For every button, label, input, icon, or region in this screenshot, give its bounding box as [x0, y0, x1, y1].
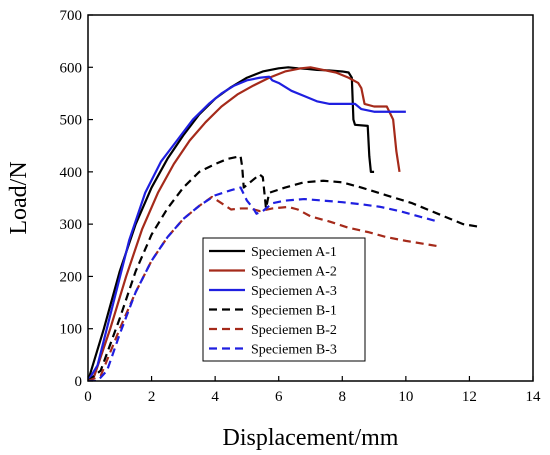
series-layer: [88, 66, 480, 381]
y-tick-label: 400: [60, 165, 83, 181]
series-line-1: [88, 66, 375, 381]
y-tick-label: 500: [60, 113, 83, 129]
series-line-3: [88, 75, 406, 381]
x-tick-label: 2: [148, 389, 156, 405]
legend-box: [202, 237, 366, 362]
y-tick-label: 300: [60, 217, 83, 233]
legend-label-5: Speciemen B-2: [251, 323, 337, 338]
x-tick-label: 0: [84, 389, 92, 405]
series-line-4: [88, 155, 480, 381]
y-tick-label: 0: [75, 374, 83, 390]
legend-label-3: Speciemen A-3: [251, 284, 337, 299]
x-tick-label: 12: [462, 389, 477, 405]
series-line-5: [88, 195, 438, 381]
x-tick-label: 8: [339, 389, 347, 405]
y-tick-label: 700: [60, 8, 83, 24]
x-tick-label: 6: [275, 389, 283, 405]
legend-label-1: Speciemen A-1: [251, 245, 337, 260]
series-line-2: [88, 66, 401, 381]
y-tick-label: 200: [60, 269, 83, 285]
x-tick-label: 14: [526, 389, 542, 405]
ticks-layer: 0 2 4 6 8 10 12 14 0 100 200 300 400 500 600 700: [60, 8, 542, 405]
legend-label-4: Speciemen B-1: [251, 304, 337, 319]
x-axis-title: Displacement/mm: [223, 425, 399, 451]
y-tick-label: 100: [60, 322, 83, 338]
legend: Speciemen A-1 Speciemen A-2 Speciemen A-3 S…: [202, 237, 366, 362]
x-tick-label: 10: [398, 389, 413, 405]
legend-label-6: Speciemen B-3: [251, 343, 337, 358]
legend-label-2: Speciemen A-2: [251, 265, 337, 280]
y-axis-title: Load/N: [6, 161, 32, 234]
y-tick-label: 600: [60, 60, 83, 76]
plot-frame: [87, 14, 534, 382]
x-tick-label: 4: [211, 389, 219, 405]
series-line-6: [88, 186, 438, 381]
